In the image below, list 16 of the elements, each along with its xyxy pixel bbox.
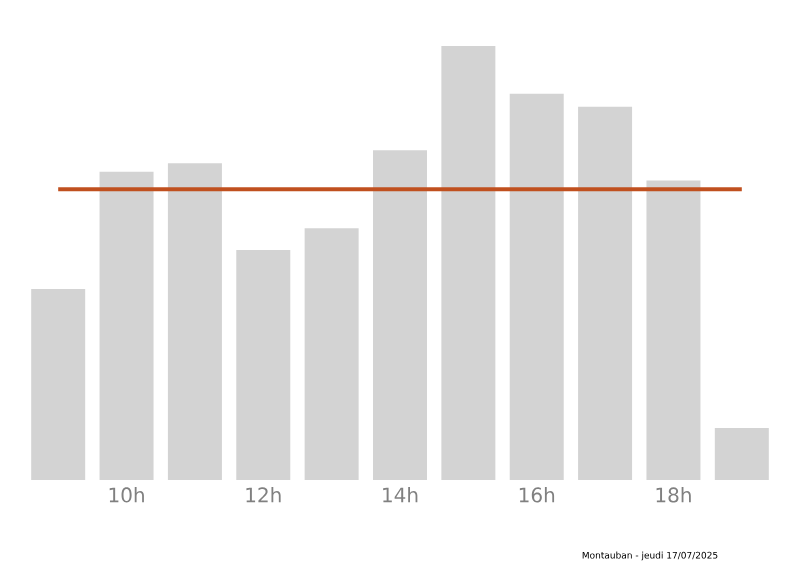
bar	[373, 150, 427, 480]
bar	[441, 45, 496, 480]
x-tick-label: 14h	[383, 487, 418, 503]
bar	[167, 163, 222, 480]
x-tick-label: 18h	[656, 487, 691, 503]
bar	[31, 289, 86, 480]
bar	[236, 249, 291, 480]
x-tick-label: 10h	[109, 487, 144, 503]
bar	[99, 171, 154, 480]
x-tick-label: 16h	[519, 487, 555, 503]
bar	[578, 106, 633, 480]
bar	[714, 427, 769, 480]
bar	[304, 228, 359, 480]
x-tick-label: 12h	[246, 487, 281, 503]
bar	[646, 180, 701, 480]
bar	[509, 93, 564, 480]
